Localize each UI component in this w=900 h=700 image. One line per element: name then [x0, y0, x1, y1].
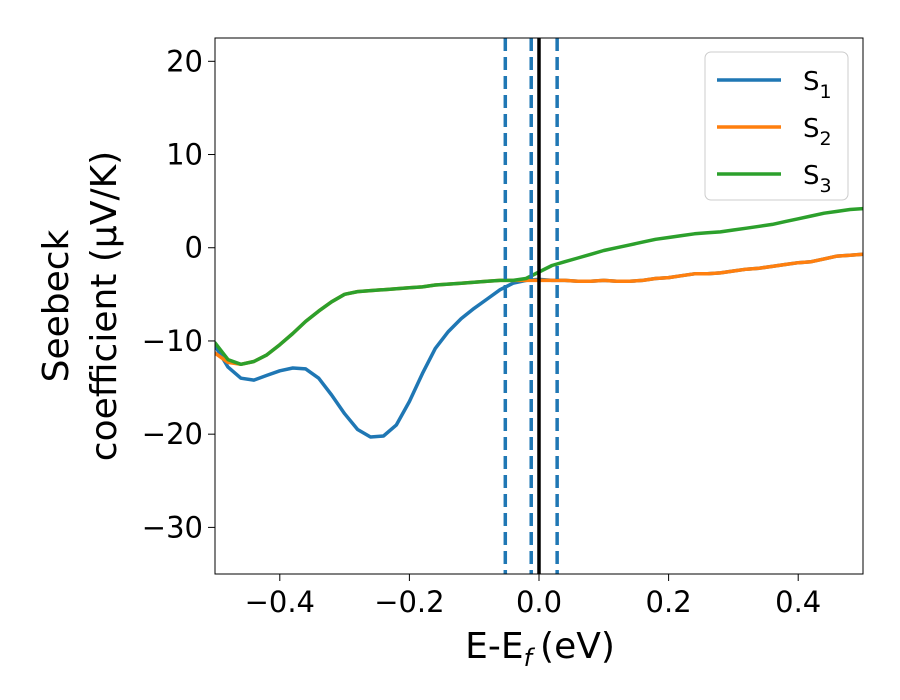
legend-label-s1: S1 [803, 67, 832, 103]
x-axis-label: E-Ef (eV) [465, 626, 615, 672]
x-tick-label: 0.2 [646, 585, 692, 619]
legend-label-s3: S3 [803, 161, 832, 197]
y-axis-label: Seebeck coefficient (μV/K) [36, 151, 125, 461]
x-axis: −0.4 −0.2 0.0 0.2 0.4 [245, 574, 821, 619]
y-axis-label-line1: Seebeck [36, 229, 77, 382]
y-tick-label: −20 [142, 417, 203, 451]
y-tick-label: 10 [166, 138, 203, 172]
legend-label-s2: S2 [803, 114, 832, 150]
y-tick-label: 0 [185, 231, 203, 265]
y-tick-label: −30 [142, 510, 203, 544]
x-axis-label-main: E-E [465, 626, 523, 667]
x-tick-label: 0.4 [775, 585, 821, 619]
x-tick-label: −0.2 [374, 585, 444, 619]
legend: S1 S2 S3 [704, 51, 849, 201]
y-axis-label-line2: coefficient (μV/K) [84, 151, 125, 461]
y-tick-label: 20 [166, 44, 203, 78]
x-axis-label-unit: (eV) [540, 626, 615, 667]
y-tick-label: −10 [142, 324, 203, 358]
y-axis: −30 −20 −10 0 10 20 [142, 44, 215, 544]
plot-marks [215, 38, 863, 574]
x-tick-label: −0.4 [245, 585, 315, 619]
x-tick-label: 0.0 [516, 585, 562, 619]
